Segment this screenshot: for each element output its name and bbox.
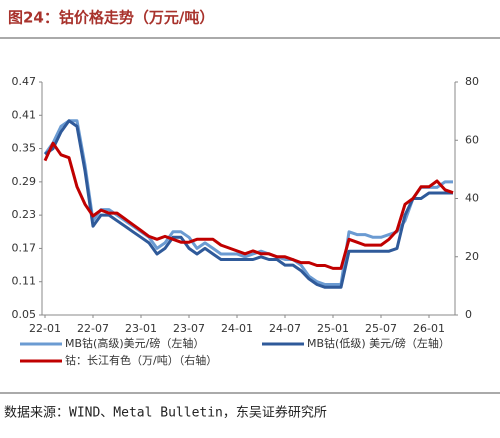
legend-label: MB钴(低级) 美元/磅（左轴） [307, 336, 450, 350]
legend-label: 钴：长江有色（万/吨）（右轴） [65, 353, 217, 367]
y-tick-label: 0.41 [12, 108, 37, 121]
chart-title: 图24：钴价格走势（万元/吨） [8, 9, 214, 27]
x-tick-label: 25-07 [365, 322, 397, 335]
y-tick-label: 0.23 [12, 208, 37, 221]
y-tick-label: 0.47 [12, 75, 37, 88]
x-tick-label: 22-01 [29, 322, 61, 335]
x-tick-label: 24-07 [269, 322, 301, 335]
y2-tick-label: 20 [465, 250, 479, 263]
x-tick-label: 24-01 [221, 322, 253, 335]
y-tick-label: 0.35 [12, 142, 37, 155]
x-tick-label: 25-01 [317, 322, 349, 335]
y-tick-label: 0.05 [12, 308, 37, 321]
y2-tick-label: 60 [465, 133, 479, 146]
series-line [44, 119, 453, 289]
y2-tick-label: 80 [465, 75, 479, 88]
x-tick-label: 23-07 [173, 322, 205, 335]
y-tick-label: 0.29 [12, 175, 37, 188]
source: 数据来源：WIND、Metal Bulletin，东吴证券研究所 [4, 405, 327, 421]
series-line [43, 141, 454, 270]
legend-label: MB钴(高级)美元/磅（左轴） [65, 336, 204, 350]
x-tick-label: 23-01 [125, 322, 157, 335]
y-tick-label: 0.17 [12, 241, 37, 254]
x-tick-label: 22-07 [77, 322, 109, 335]
y2-tick-label: 0 [465, 308, 472, 321]
x-tick-label: 26-01 [413, 322, 445, 335]
y2-tick-label: 40 [465, 192, 479, 205]
y-tick-label: 0.11 [12, 275, 37, 288]
